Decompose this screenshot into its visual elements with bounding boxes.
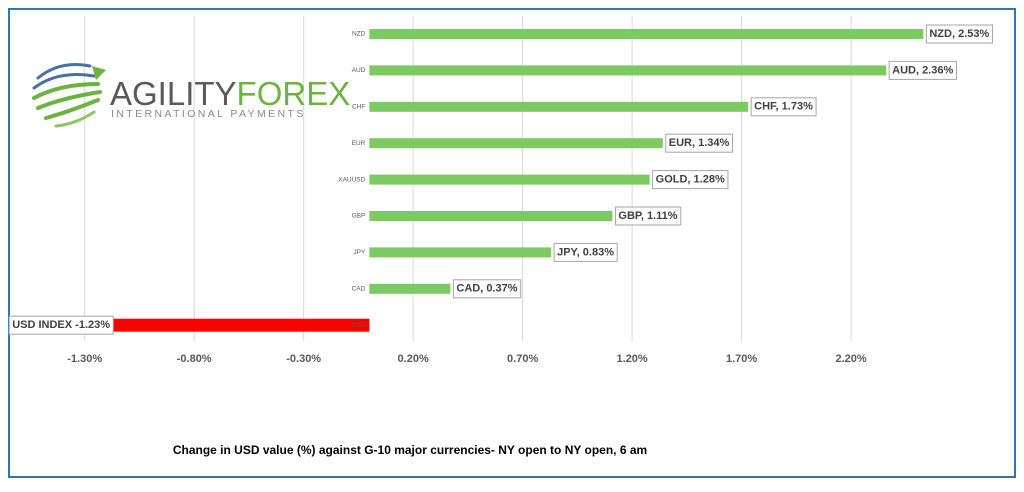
data-label: NZD, 2.53% — [925, 24, 993, 44]
data-label-text: AUD, 2.36% — [892, 64, 953, 76]
data-label-box — [665, 133, 734, 153]
y-tick-label: JPY — [353, 249, 366, 256]
bar — [369, 174, 650, 185]
frame — [8, 8, 1016, 478]
bar — [100, 318, 370, 332]
data-label-box — [452, 279, 522, 299]
data-label-text: NZD, 2.53% — [929, 28, 989, 40]
data-label-text: JPY, 0.83% — [557, 246, 614, 258]
data-label-text: USD INDEX -1.23% — [12, 319, 110, 331]
data-label-text: GOLD, 1.28% — [656, 174, 725, 186]
bar — [369, 247, 552, 258]
data-label: JPY, 0.83% — [553, 242, 618, 262]
data-label-text: EUR, 1.34% — [669, 137, 730, 149]
bar — [369, 65, 887, 76]
data-label-box — [553, 242, 618, 262]
bar — [369, 283, 451, 294]
logo-name-part2: FOREX — [237, 75, 351, 112]
y-tick-label: AUD — [352, 67, 366, 74]
data-label: GBP, 1.11% — [614, 206, 682, 226]
bar — [369, 211, 613, 221]
data-label: GOLD, 1.28% — [652, 170, 729, 190]
data-label: CHF, 1.73% — [750, 97, 817, 117]
bar — [369, 101, 749, 112]
x-tick-label: -0.80% — [177, 353, 212, 365]
logo: AGILITYFOREX INTERNATIONAL PAYMENTS — [32, 63, 350, 128]
logo-globe — [32, 63, 106, 128]
bar — [369, 138, 663, 149]
x-tick-label: 1.70% — [726, 353, 757, 365]
chart-title: Change in USD value (%) against G-10 maj… — [173, 443, 647, 457]
x-tick-label: 0.20% — [398, 353, 429, 365]
x-tick-label: -0.30% — [286, 353, 321, 365]
data-label: CAD, 0.37% — [452, 279, 522, 299]
y-tick-label: GBP — [352, 213, 366, 220]
logo-tagline: INTERNATIONAL PAYMENTS — [111, 108, 306, 120]
data-label-box — [614, 206, 682, 226]
data-label: AUD, 2.36% — [888, 60, 957, 80]
data-label-box — [888, 60, 957, 80]
x-tick-label: 1.20% — [617, 353, 648, 365]
y-tick-label: NZD — [352, 31, 366, 38]
data-label-text: GBP, 1.11% — [618, 210, 677, 222]
x-tick-label: 0.70% — [507, 353, 538, 365]
y-tick-label: EUR — [352, 140, 366, 147]
y-tick-label: CHF — [352, 104, 365, 111]
data-label-box — [925, 24, 993, 44]
data-label-box — [8, 315, 114, 335]
y-tick-label: XAUUSD — [338, 176, 365, 183]
data-label: EUR, 1.34% — [665, 133, 734, 153]
data-label-box — [750, 97, 817, 117]
data-label-box — [652, 170, 729, 190]
y-tick-label: CAD — [352, 286, 366, 293]
logo-name: AGILITYFOREX — [110, 75, 350, 112]
data-label-text: CHF, 1.73% — [754, 101, 813, 113]
x-tick-label: 2.20% — [835, 353, 866, 365]
bar — [369, 29, 924, 39]
y-tick-label: USD — [352, 322, 366, 329]
data-label: USD INDEX -1.23% — [8, 315, 114, 335]
logo-name-part1: AGILITY — [110, 75, 237, 112]
data-label-text: CAD, 0.37% — [456, 283, 517, 295]
x-tick-label: -1.30% — [67, 353, 102, 365]
